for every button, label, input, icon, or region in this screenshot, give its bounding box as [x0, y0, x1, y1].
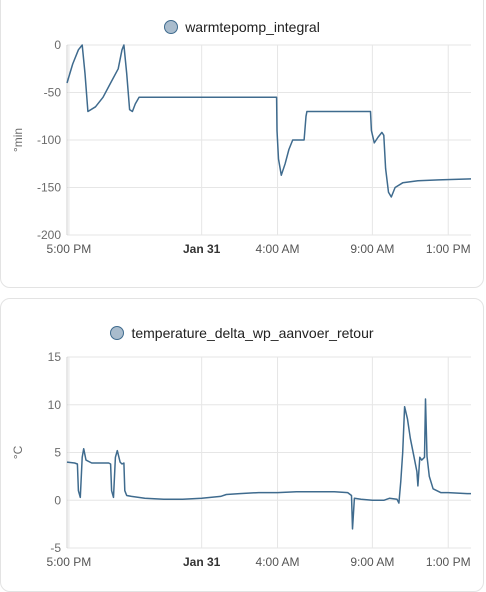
x-tick-label: 5:00 PM	[47, 242, 92, 256]
y-axis-unit-label: °min	[11, 128, 25, 152]
x-tick-label: Jan 31	[183, 555, 221, 569]
y-tick-label: 0	[54, 38, 61, 52]
series-line	[66, 398, 471, 530]
y-tick-label: -100	[37, 133, 61, 147]
x-tick-label: 4:00 AM	[256, 555, 300, 569]
x-tick-label: 1:00 PM	[426, 555, 471, 569]
y-tick-label: 15	[48, 350, 62, 364]
y-tick-label: -150	[37, 181, 61, 195]
x-tick-label: 9:00 AM	[350, 242, 394, 256]
legend-swatch-icon	[164, 20, 179, 34]
legend-item[interactable]: warmtepomp_integral	[1, 19, 483, 35]
y-tick-label: -5	[50, 541, 61, 555]
legend-item[interactable]: temperature_delta_wp_aanvoer_retour	[1, 325, 483, 341]
y-axis-unit-label: °C	[11, 445, 25, 459]
x-tick-label: 5:00 PM	[47, 555, 92, 569]
y-tick-label: -200	[37, 228, 61, 242]
series-line	[66, 44, 472, 198]
y-tick-label: 5	[54, 446, 61, 460]
legend-label: temperature_delta_wp_aanvoer_retour	[131, 325, 374, 341]
y-tick-label: 0	[54, 493, 61, 507]
x-tick-label: 1:00 PM	[426, 242, 471, 256]
line-chart[interactable]: 15 10 5 0 -55:00 PM Jan 31 4:00 AM 9:00 AM 1:00 …	[1, 299, 485, 589]
y-tick-label: -50	[44, 86, 62, 100]
x-tick-label: Jan 31	[183, 242, 221, 256]
legend-swatch-icon	[110, 326, 125, 340]
chart-card-2: temperature_delta_wp_aanvoer_retour 15 10…	[0, 298, 484, 592]
chart-card-1: warmtepomp_integral 0 -50 -100 -150 -200 5:00…	[0, 0, 484, 288]
x-tick-label: 9:00 AM	[350, 555, 394, 569]
legend-label: warmtepomp_integral	[185, 19, 320, 35]
y-tick-label: 10	[48, 398, 62, 412]
x-tick-label: 4:00 AM	[256, 242, 300, 256]
